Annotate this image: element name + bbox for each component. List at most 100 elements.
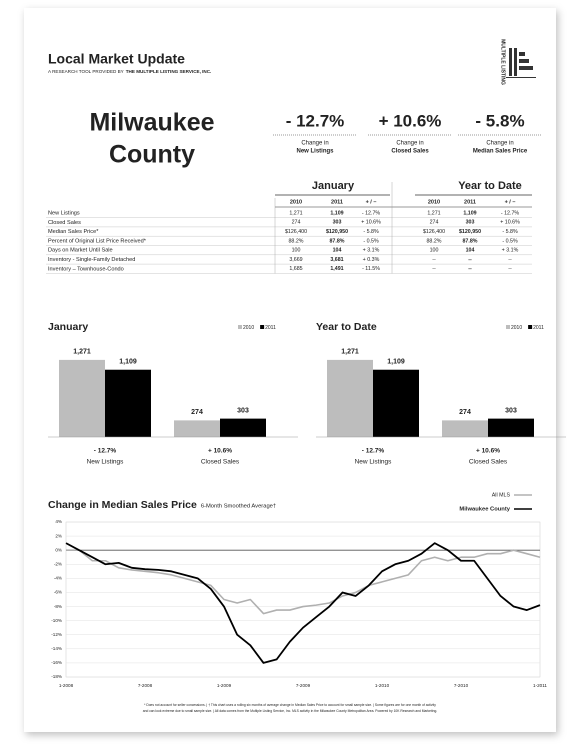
y-tick-label: -6%	[54, 590, 62, 595]
y-tick-label: -10%	[51, 618, 62, 623]
chart-title: January	[48, 321, 88, 333]
x-tick-label: 7-2009	[296, 683, 311, 688]
table-cell: - 0.5%	[502, 238, 518, 244]
y-tick-label: -12%	[51, 632, 62, 637]
change-label: + 10.6%	[208, 448, 232, 455]
bar-value-label: 274	[459, 409, 471, 416]
table-cell: --	[508, 266, 512, 272]
table-cell: 100	[292, 248, 301, 254]
column-header: 2011	[464, 199, 476, 205]
summary-metric: New Listings	[296, 149, 334, 155]
legend-label: All MLS	[492, 492, 511, 498]
header-subtitle: A RESEARCH TOOL PROVIDED BY	[48, 69, 124, 74]
row-label: Percent of Original List Price Received*	[48, 238, 147, 244]
x-tick-label: 1-2010	[375, 683, 390, 688]
summary-change: + 10.6%	[379, 111, 442, 130]
table-cell: - 5.8%	[502, 229, 518, 235]
bar-value-label: 1,109	[387, 359, 405, 366]
x-tick-label: 7-2008	[138, 683, 153, 688]
legend-label: 2011	[533, 325, 544, 331]
table-cell: 1,685	[289, 266, 302, 272]
row-label: Closed Sales	[48, 220, 81, 226]
chart-title: Change in Median Sales Price	[48, 499, 197, 511]
table-cell: $126,400	[285, 229, 307, 235]
table-cell: 88.2%	[288, 238, 303, 244]
x-tick-label: 1-2011	[533, 683, 547, 688]
row-label: Inventory - Single-Family Detached	[48, 257, 135, 263]
bar-value-label: 1,271	[73, 349, 91, 356]
bar	[174, 420, 220, 437]
y-tick-label: -2%	[54, 561, 62, 566]
summary-caption: Change in	[301, 141, 328, 147]
bar	[220, 418, 266, 437]
y-tick-label: 2%	[55, 533, 62, 538]
header-org: THE MULTIPLE LISTING SERVICE, INC.	[126, 69, 212, 74]
bar	[373, 369, 419, 437]
table-cell: 1,271	[289, 210, 302, 216]
table-cell: - 12.7%	[362, 210, 381, 216]
summary-metric: Closed Sales	[391, 149, 429, 155]
table-cell: + 10.6%	[361, 220, 381, 226]
bar	[488, 418, 534, 437]
table-cell: 1,271	[427, 210, 440, 216]
summary-caption: Change in	[486, 141, 513, 147]
table-cell: 104	[466, 248, 475, 254]
table-cell: + 3.1%	[363, 248, 380, 254]
bar-value-label: 1,271	[341, 349, 359, 356]
table-cell: 88.2%	[426, 238, 441, 244]
bar	[59, 359, 105, 437]
bar-value-label: 1,109	[119, 359, 137, 366]
row-label: Days on Market Until Sale	[48, 248, 113, 254]
table-group: January	[312, 180, 355, 192]
table-cell: 3,669	[289, 257, 302, 263]
table-cell: 87.8%	[329, 238, 344, 244]
x-tick-label: New Listings	[355, 459, 393, 466]
table-cell: $120,950	[459, 229, 481, 235]
table-cell: + 10.6%	[500, 220, 520, 226]
summary-change: - 5.8%	[475, 111, 524, 130]
table-cell: + 0.3%	[363, 257, 380, 263]
table-cell: - 0.5%	[363, 238, 379, 244]
table-cell: + 3.1%	[502, 248, 519, 254]
column-header: 2011	[331, 199, 343, 205]
change-label: - 12.7%	[362, 448, 385, 455]
legend-swatch	[528, 325, 533, 329]
legend-label: 2011	[265, 325, 276, 331]
chart-title: Year to Date	[316, 321, 377, 333]
column-header: + / –	[366, 199, 377, 205]
bar	[327, 359, 373, 437]
y-tick-label: 4%	[55, 519, 62, 524]
bar-value-label: 274	[191, 409, 203, 416]
table-cell: --	[508, 257, 512, 263]
legend-label: 2010	[243, 325, 254, 331]
legend-swatch	[506, 325, 510, 329]
table-cell: 1,109	[330, 210, 343, 216]
column-header: + / –	[505, 199, 516, 205]
legend-swatch	[238, 325, 242, 329]
table-cell: --	[468, 266, 472, 272]
table-cell: --	[432, 257, 436, 263]
table-cell: 1,491	[330, 266, 343, 272]
table-group: Year to Date	[458, 180, 522, 192]
table-cell: 87.8%	[462, 238, 477, 244]
y-tick-label: 0%	[55, 547, 62, 552]
table-cell: 104	[333, 248, 342, 254]
summary-change: - 12.7%	[286, 111, 345, 130]
legend-label: Milwaukee County	[459, 507, 510, 513]
x-tick-label: New Listings	[87, 459, 125, 466]
change-label: - 12.7%	[94, 448, 117, 455]
row-label: Median Sales Price*	[48, 229, 99, 235]
row-label: New Listings	[48, 210, 80, 216]
footnote: and can look extreme due to small sample…	[143, 709, 438, 713]
row-label: Inventory – Townhouse-Condo	[48, 266, 124, 272]
table-cell: 274	[292, 220, 301, 226]
y-tick-label: -8%	[54, 604, 62, 609]
footnote: * Does not account for seller concession…	[144, 703, 436, 707]
y-tick-label: -4%	[54, 576, 62, 581]
bar-value-label: 303	[505, 407, 517, 414]
y-tick-label: -14%	[51, 646, 62, 651]
x-tick-label: 7-2010	[454, 683, 469, 688]
table-cell: $120,950	[326, 229, 348, 235]
